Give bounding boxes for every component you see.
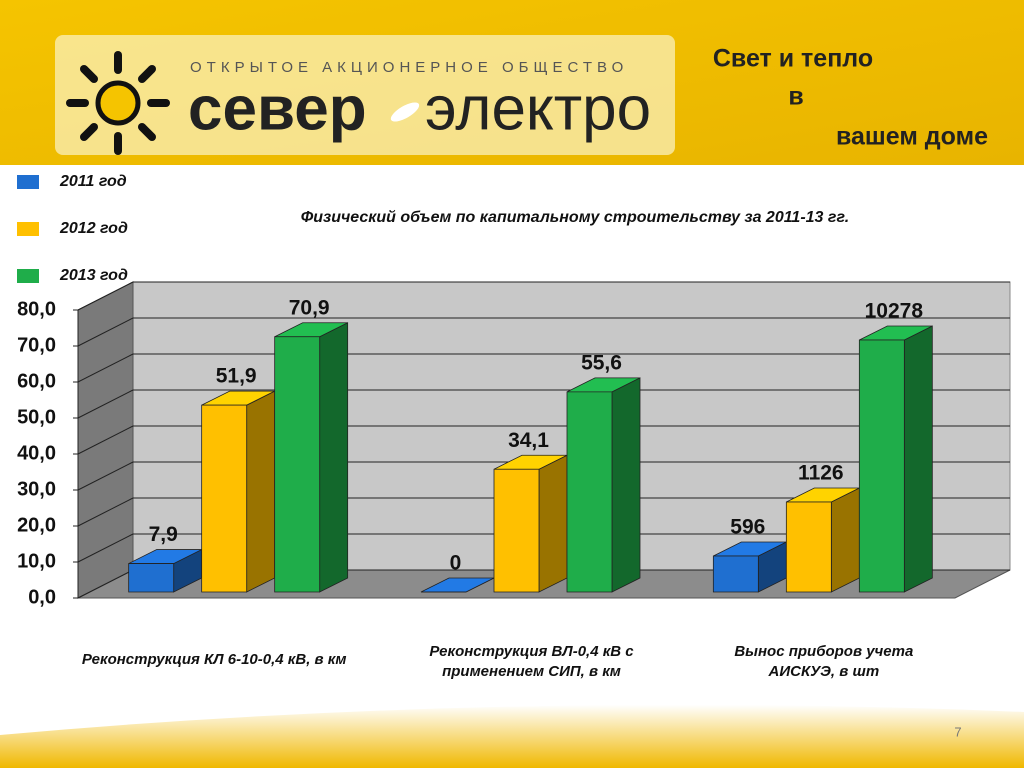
- grid-line: [77, 389, 134, 419]
- legend-label: 2013 год: [59, 267, 128, 284]
- brand-right: электро: [425, 74, 651, 143]
- data-label: 51,9: [216, 365, 257, 388]
- bar-side: [830, 487, 860, 593]
- slogan: в: [788, 83, 803, 111]
- data-label: 70,9: [289, 296, 330, 319]
- bar: [858, 325, 933, 593]
- bar: [566, 377, 641, 593]
- logo-panel: [55, 35, 675, 155]
- grid-line: [77, 497, 134, 527]
- legend-swatch: [17, 222, 39, 236]
- bar: [128, 548, 203, 593]
- grid-line: [77, 533, 134, 563]
- brand-left: север: [188, 74, 367, 143]
- y-tick-label: 70,0: [17, 334, 56, 356]
- y-tick-label: 0,0: [28, 586, 56, 608]
- y-tick-label: 60,0: [17, 370, 56, 392]
- slogan: Свет и тепло: [713, 45, 873, 73]
- x-tick-label: Вынос приборов учета АИСКУЭ, в шт: [734, 643, 914, 680]
- bar-front: [201, 404, 248, 593]
- footer-swoosh: [0, 704, 1024, 768]
- data-label: 0: [450, 552, 462, 575]
- legend-swatch: [17, 175, 39, 189]
- y-tick-label: 80,0: [17, 298, 56, 320]
- grid-line: [77, 353, 134, 383]
- page-number: 7: [954, 724, 961, 739]
- grid-line: [77, 425, 134, 455]
- grid-line: [77, 461, 134, 491]
- org-name: ОТКРЫТОЕ АКЦИОНЕРНОЕ ОБЩЕСТВО: [190, 59, 628, 76]
- bar-front: [493, 468, 540, 593]
- bar-front: [566, 391, 613, 593]
- legend-swatch: [17, 269, 39, 283]
- y-tick-label: 40,0: [17, 442, 56, 464]
- slogan: вашем доме: [836, 123, 988, 151]
- bar-front: [858, 339, 905, 593]
- data-label: 10278: [865, 300, 924, 323]
- y-tick-label: 50,0: [17, 406, 56, 428]
- x-tick-label: Реконструкция КЛ 6-10-0,4 кВ, в км: [81, 651, 347, 668]
- data-label: 55,6: [581, 351, 622, 374]
- data-label: 7,9: [149, 523, 178, 546]
- grid-line: [77, 317, 134, 347]
- bar: [493, 454, 568, 593]
- bar-front: [712, 555, 759, 593]
- x-tick-label: Реконструкция ВЛ-0,4 кВ с применением СИ…: [429, 643, 634, 680]
- data-label: 34,1: [508, 429, 549, 452]
- bar-front: [785, 501, 832, 593]
- grid-line: [77, 281, 134, 311]
- bar-side: [246, 390, 276, 593]
- y-tick-label: 10,0: [17, 550, 56, 572]
- brand-dot: [390, 102, 420, 122]
- data-label: 1126: [798, 462, 844, 485]
- bar-side: [538, 454, 568, 593]
- bar-front: [128, 563, 175, 593]
- data-label: 596: [730, 516, 765, 539]
- sun-icon: [66, 51, 170, 155]
- bar-side: [319, 322, 349, 593]
- y-tick-label: 30,0: [17, 478, 56, 500]
- bar-side: [903, 325, 933, 593]
- legend-label: 2012 год: [59, 220, 128, 237]
- bar: [201, 390, 276, 593]
- chart-title: Физический объем по капитальному строите…: [301, 209, 849, 226]
- legend-label: 2011 год: [59, 173, 127, 190]
- bar-side: [611, 377, 641, 593]
- grid-line: [77, 569, 134, 599]
- bar: [785, 487, 860, 593]
- y-tick-label: 20,0: [17, 514, 56, 536]
- bar: [274, 322, 349, 593]
- bar-front: [274, 336, 321, 593]
